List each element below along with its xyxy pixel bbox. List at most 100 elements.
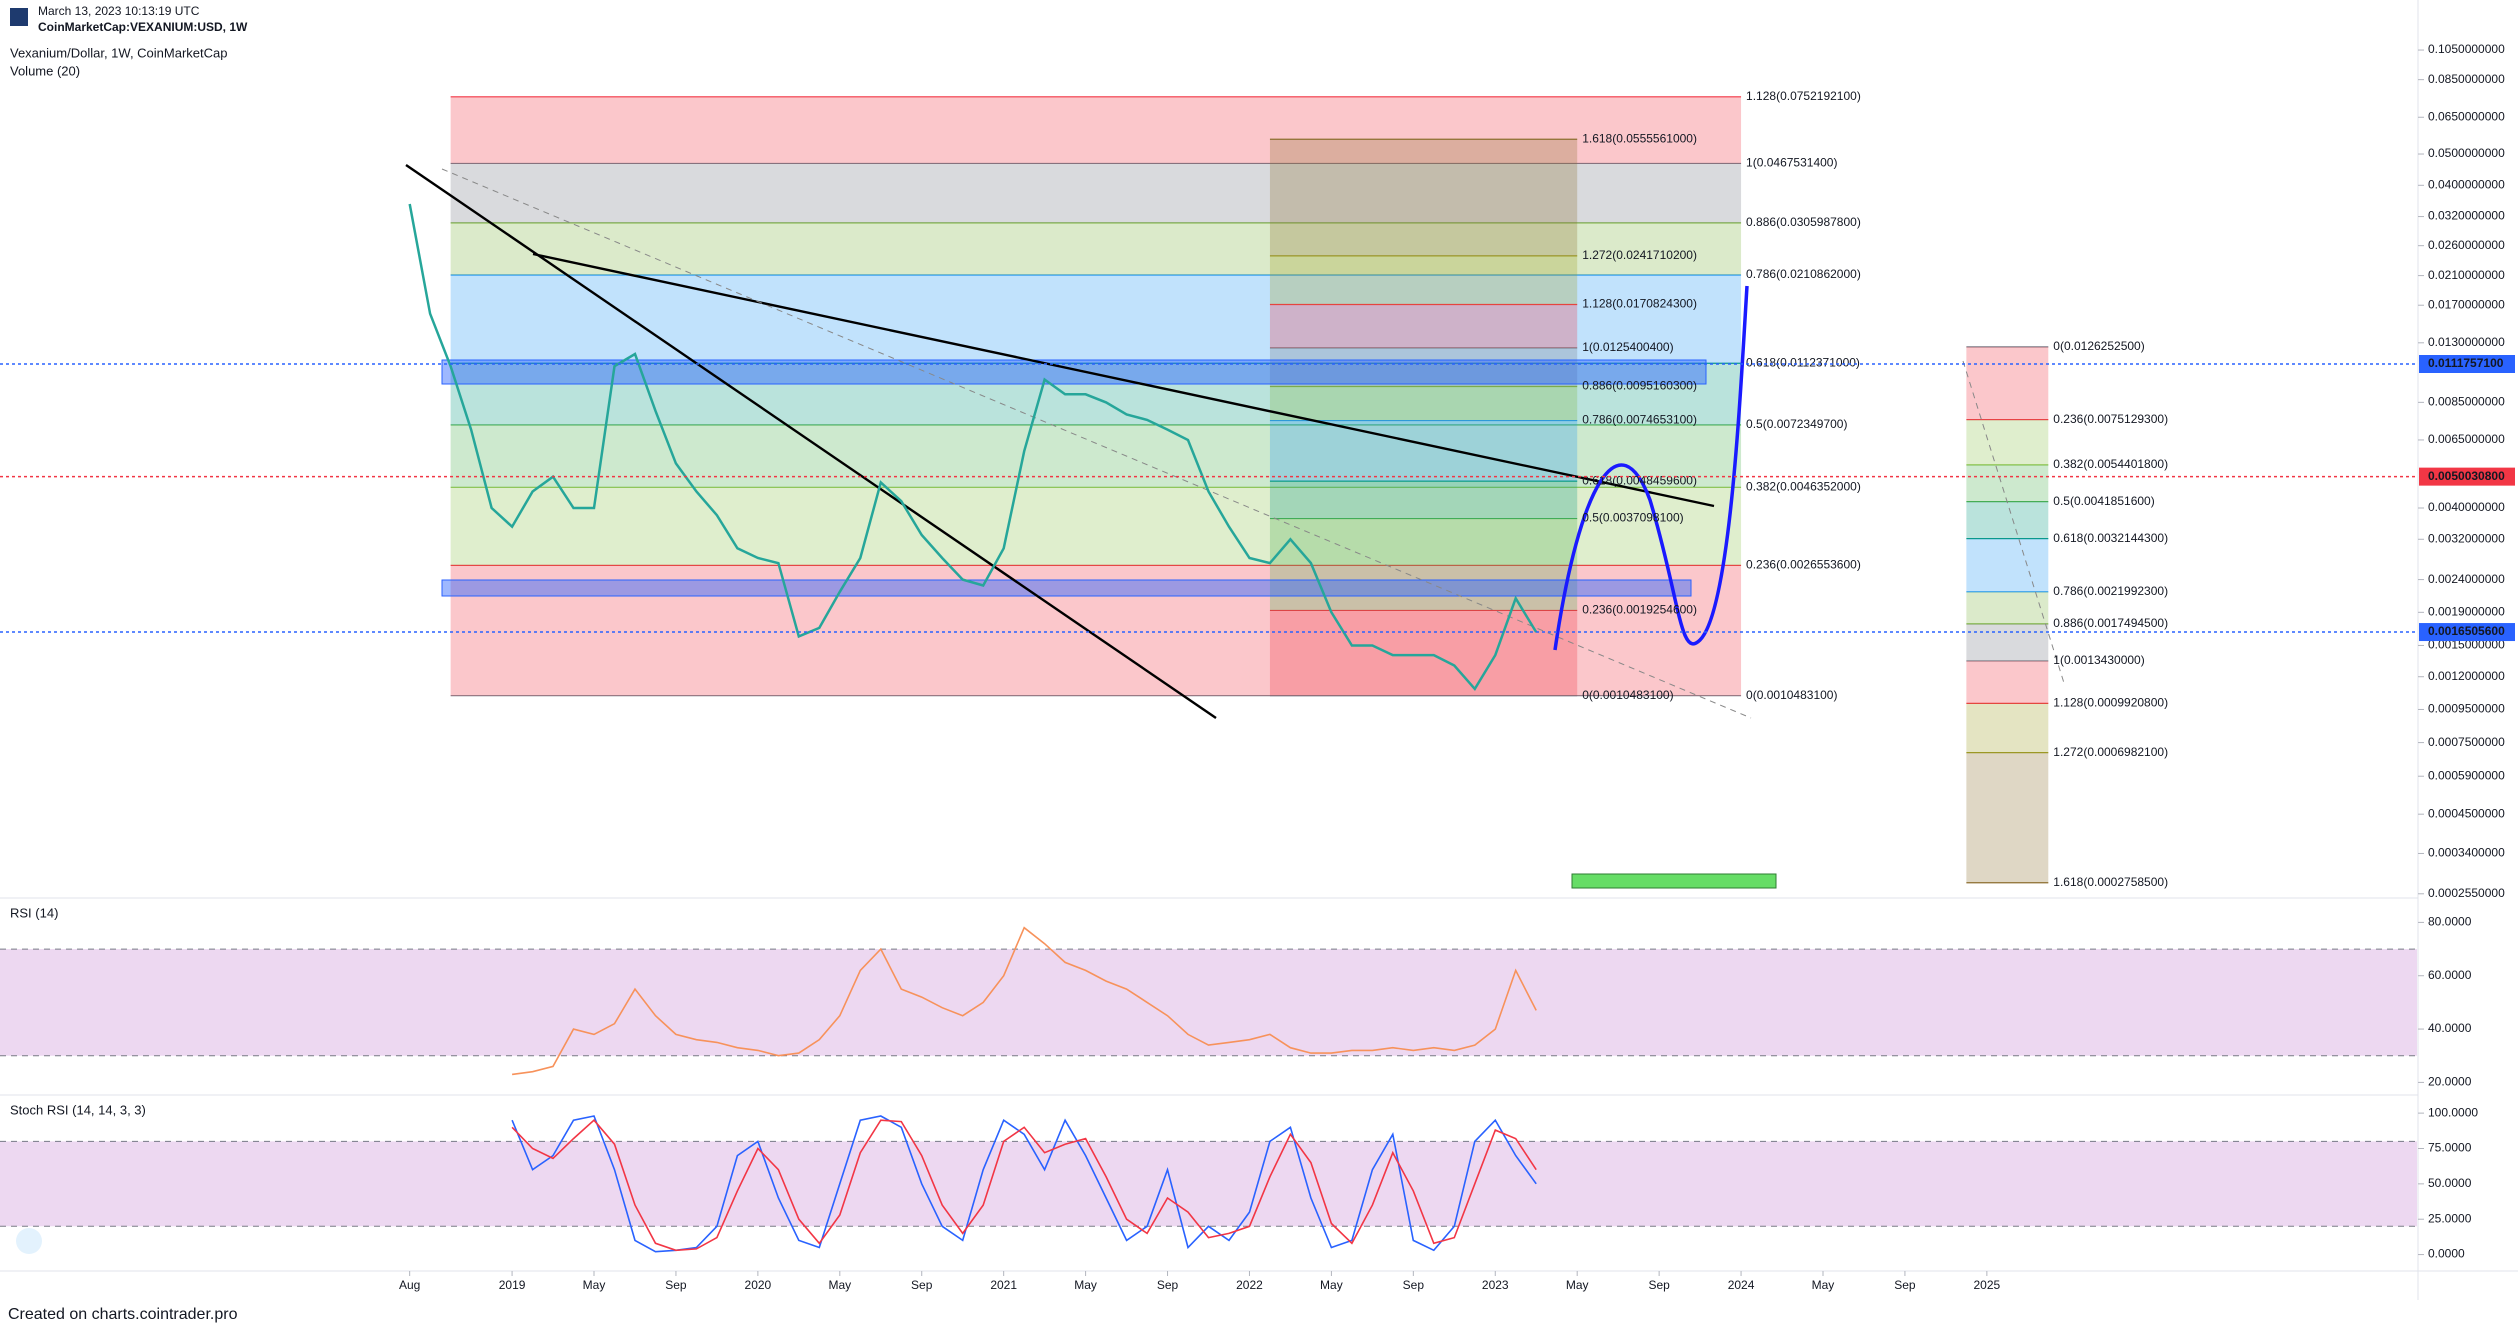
price-marker-label: 0.0016505600	[2428, 624, 2505, 638]
fib-zone	[450, 96, 1742, 164]
y-tick-label: 0.0850000000	[2428, 72, 2505, 86]
fib-zone	[1269, 255, 1578, 305]
y-tick-label: 0.0009500000	[2428, 702, 2505, 716]
x-tick-label: Sep	[1648, 1278, 1670, 1292]
y-tick-label: 60.0000	[2428, 968, 2472, 982]
fib-zone	[1269, 420, 1578, 482]
fib-zone	[1966, 464, 2049, 502]
fib-zone	[1269, 139, 1578, 256]
fib-zone	[450, 565, 1742, 696]
y-tick-label: 0.0260000000	[2428, 238, 2505, 252]
x-tick-label: 2024	[1728, 1278, 1755, 1292]
fib-zone	[1269, 481, 1578, 519]
fib-zone	[1269, 386, 1578, 421]
fib-label: 0.236(0.0075129300)	[2053, 412, 2168, 426]
trend-line	[532, 252, 1715, 508]
x-tick-label: May	[1566, 1278, 1589, 1292]
y-tick-label: 0.0032000000	[2428, 531, 2505, 545]
fib-zone	[1966, 346, 2049, 420]
x-tick-label: Sep	[1403, 1278, 1425, 1292]
x-tick-label: 2021	[990, 1278, 1017, 1292]
y-tick-label: 0.0650000000	[2428, 109, 2505, 123]
price-marker-label: 0.0050030800	[2428, 469, 2505, 483]
x-tick-label: Sep	[665, 1278, 687, 1292]
logo-badge	[16, 1228, 42, 1254]
x-tick-label: Sep	[1157, 1278, 1179, 1292]
fib-trend	[1962, 360, 2065, 684]
fib-zone	[450, 163, 1742, 223]
y-tick-label: 40.0000	[2428, 1021, 2472, 1035]
y-tick-label: 0.0002550000	[2428, 886, 2505, 900]
fib-label: 1.128(0.0009920800)	[2053, 696, 2168, 710]
fib-label: 0.236(0.0019254600)	[1582, 603, 1697, 617]
panel-title: RSI (14)	[10, 905, 58, 920]
price-marker-box	[2419, 623, 2515, 642]
price-marker-box	[2419, 354, 2515, 373]
x-tick-label: 2019	[499, 1278, 526, 1292]
fib-label: 0.886(0.0017494500)	[2053, 616, 2168, 630]
y-tick-label: 0.0019000000	[2428, 604, 2505, 618]
x-tick-label: 2022	[1236, 1278, 1263, 1292]
y-tick-label: 0.0400000000	[2428, 177, 2505, 191]
fib-label: 1.128(0.0752192100)	[1746, 89, 1861, 103]
y-tick-label: 0.0012000000	[2428, 669, 2505, 683]
fib-label: 0.618(0.0048459600)	[1582, 473, 1697, 487]
fib-label: 1.128(0.0170824300)	[1582, 297, 1697, 311]
y-tick-label: 50.0000	[2428, 1176, 2472, 1190]
y-tick-label: 0.0210000000	[2428, 268, 2505, 282]
band-fill	[0, 1141, 2417, 1227]
y-tick-label: 0.0004500000	[2428, 806, 2505, 820]
x-tick-label: 2020	[745, 1278, 772, 1292]
fib-label: 0.5(0.0041851600)	[2053, 494, 2154, 508]
x-tick-label: 2025	[1974, 1278, 2001, 1292]
fib-label: 0(0.0126252500)	[2053, 339, 2144, 353]
logo	[10, 8, 28, 26]
fib-zone	[1966, 752, 2049, 883]
fib-label: 1(0.0013430000)	[2053, 653, 2144, 667]
fib-zone	[1269, 518, 1578, 611]
y-tick-label: 0.0085000000	[2428, 395, 2505, 409]
y-tick-label: 0.0065000000	[2428, 432, 2505, 446]
x-tick-label: Sep	[911, 1278, 933, 1292]
fib-label: 1(0.0125400400)	[1582, 340, 1673, 354]
y-tick-label: 0.0170000000	[2428, 297, 2505, 311]
fib-zone	[1966, 591, 2049, 624]
y-tick-label: 80.0000	[2428, 915, 2472, 929]
fib-zone	[450, 275, 1742, 364]
series-line	[511, 1119, 1537, 1252]
fib-zone	[450, 222, 1742, 276]
fib-label: 0.786(0.0074653100)	[1582, 413, 1697, 427]
y-tick-label: 0.0040000000	[2428, 500, 2505, 514]
fib-zone	[1966, 538, 2049, 592]
y-tick-label: 0.0024000000	[2428, 572, 2505, 586]
fib-label: 0.5(0.0072349700)	[1746, 417, 1847, 431]
fib-zone	[1966, 419, 2049, 465]
y-tick-label: 0.0000	[2428, 1247, 2465, 1261]
price-marker-label: 0.0111757100	[2428, 356, 2504, 370]
panel-subtitle: Volume (20)	[10, 63, 80, 78]
fib-label: 1.618(0.0555561000)	[1582, 131, 1697, 145]
x-tick-label: May	[1320, 1278, 1343, 1292]
fib-label: 0.618(0.0112371000)	[1746, 355, 1860, 369]
y-tick-label: 0.0130000000	[2428, 335, 2505, 349]
y-tick-label: 0.0500000000	[2428, 146, 2505, 160]
series-line	[511, 926, 1537, 1076]
fib-zone	[1966, 703, 2049, 753]
fib-label: 0.886(0.0095160300)	[1582, 379, 1697, 393]
fib-label: 0.382(0.0054401800)	[2053, 457, 2168, 471]
panel-title: Stoch RSI (14, 14, 3, 3)	[10, 1102, 146, 1117]
trend-line	[405, 164, 1217, 719]
x-tick-label: May	[1074, 1278, 1097, 1292]
y-tick-label: 0.0003400000	[2428, 846, 2505, 860]
fib-label: 1.272(0.0006982100)	[2053, 745, 2168, 759]
fib-zone	[1966, 623, 2049, 661]
highlight-box	[1571, 873, 1777, 889]
y-tick-label: 25.0000	[2428, 1211, 2472, 1225]
fib-zone	[1966, 660, 2049, 704]
fib-label: 1.272(0.0241710200)	[1582, 248, 1697, 262]
plot-layer: Vexanium/Dollar, 1W, CoinMarketCap Volume…	[0, 42, 2515, 1292]
header-symbol: CoinMarketCap:VEXANIUM:USD, 1W	[38, 20, 248, 34]
fib-zone	[1269, 347, 1578, 387]
price-marker-box	[2419, 467, 2515, 486]
